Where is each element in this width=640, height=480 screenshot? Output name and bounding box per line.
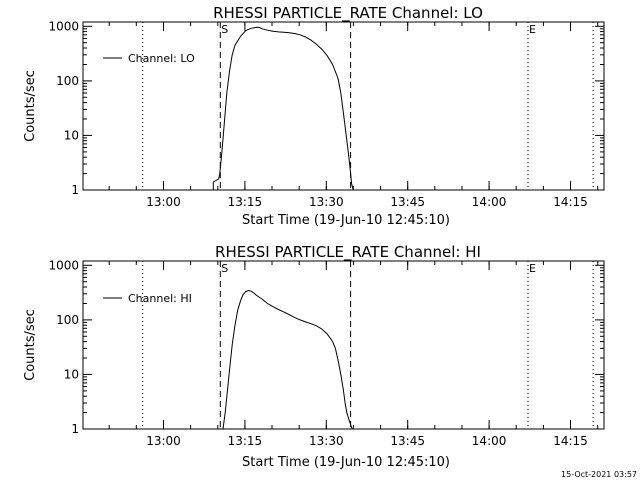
plot-frame bbox=[82, 21, 605, 191]
chart-panel-lo: RHESSI PARTICLE_RATE Channel: LO S E 1 10 1… bbox=[23, 4, 605, 228]
legend: Channel: LO bbox=[103, 52, 195, 65]
y-tick-label: 1000 bbox=[48, 19, 79, 33]
x-axis-label: Start Time (19-Jun-10 12:45:10) bbox=[242, 455, 450, 470]
x-tick-label: 13:00 bbox=[146, 434, 181, 448]
end-marker-label: E bbox=[529, 23, 536, 36]
x-tick-label: 14:15 bbox=[553, 195, 588, 209]
x-tick-label: 14:15 bbox=[553, 434, 588, 448]
x-tick-label: 14:00 bbox=[472, 434, 507, 448]
legend-label: Channel: LO bbox=[128, 52, 195, 65]
y-tick-label: 1000 bbox=[48, 258, 79, 272]
legend-label: Channel: HI bbox=[128, 292, 192, 305]
y-axis-label: Counts/sec bbox=[23, 309, 38, 381]
x-tick-label: 13:45 bbox=[390, 434, 425, 448]
x-tick-label: 13:15 bbox=[228, 195, 263, 209]
x-axis-label: Start Time (19-Jun-10 12:45:10) bbox=[242, 213, 450, 228]
x-tick-label: 13:30 bbox=[309, 434, 344, 448]
y-axis-label: Counts/sec bbox=[23, 70, 38, 142]
series-line bbox=[222, 289, 353, 430]
y-tick-label: 10 bbox=[64, 128, 79, 142]
y-tick-label: 10 bbox=[64, 367, 79, 381]
x-tick-label: 13:45 bbox=[390, 195, 425, 209]
y-tick-label: 100 bbox=[56, 74, 79, 88]
y-tick-label: 1 bbox=[71, 422, 79, 436]
x-tick-label: 13:15 bbox=[228, 434, 263, 448]
series-line bbox=[212, 26, 354, 191]
x-tick-label: 14:00 bbox=[472, 195, 507, 209]
chart-title: RHESSI PARTICLE_RATE Channel: HI bbox=[215, 243, 481, 262]
start-marker-label: S bbox=[221, 262, 228, 275]
start-marker-label: S bbox=[221, 23, 228, 36]
y-tick-label: 1 bbox=[71, 183, 79, 197]
footer-timestamp: 15-Oct-2021 03:57 bbox=[561, 470, 637, 479]
x-tick-label: 13:30 bbox=[309, 195, 344, 209]
legend: Channel: HI bbox=[103, 292, 192, 305]
chart-panel-hi: RHESSI PARTICLE_RATE Channel: HI S E 1 10 1… bbox=[23, 243, 605, 470]
x-tick-label: 13:00 bbox=[146, 195, 181, 209]
y-tick-label: 100 bbox=[56, 313, 79, 327]
plot-frame bbox=[82, 260, 605, 430]
end-marker-label: E bbox=[529, 262, 536, 275]
chart-title: RHESSI PARTICLE_RATE Channel: LO bbox=[213, 4, 483, 23]
